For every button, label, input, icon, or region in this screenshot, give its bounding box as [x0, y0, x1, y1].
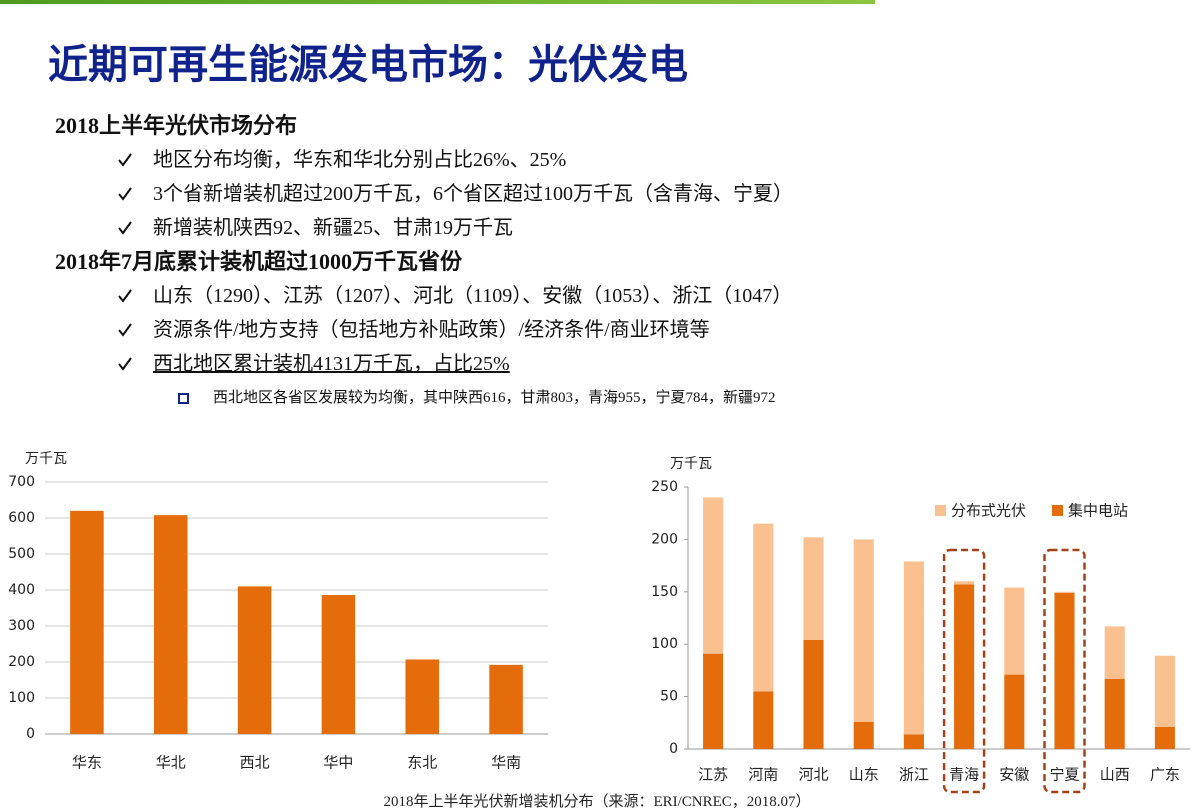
text: 3个省新增装机超过200万千瓦，6个省区超过100万千瓦（含青海、宁夏）: [153, 183, 793, 205]
legend-label: 集中电站: [1068, 502, 1128, 520]
sub-bullet: 西北地区各省区发展较为均衡，其中陕西616，甘肃803，青海955，宁夏784，…: [0, 381, 1194, 415]
text: 地区分布均衡，华东和华北分别占比26%、25%: [153, 149, 567, 171]
check-icon: [118, 221, 132, 235]
bar-segment: [903, 561, 924, 735]
y-axis-label: 万千瓦: [670, 456, 712, 472]
bar-segment: [1104, 626, 1125, 679]
legend-swatch: [935, 505, 946, 516]
y-tick-label: 250: [651, 479, 678, 495]
x-tick-label: 东北: [407, 754, 437, 772]
caption: 2018年上半年光伏新增装机分布（来源：ERI/CNREC，2018.07）: [383, 794, 811, 810]
y-tick-label: 0: [669, 741, 678, 757]
y-tick-label: 50: [660, 689, 678, 705]
bar-segment: [753, 691, 774, 749]
x-tick-label: 河南: [748, 766, 778, 784]
y-tick-label: 0: [26, 726, 35, 742]
y-tick-label: 300: [8, 618, 35, 634]
bar-segment: [1154, 655, 1175, 727]
bar-segment: [1004, 587, 1025, 675]
bar-segment: [703, 497, 724, 654]
top-bar: [0, 0, 875, 4]
x-tick-label: 青海: [949, 766, 979, 784]
bullet: 资源条件/地方支持（包括地方补贴政策）/经济条件/商业环境等: [0, 313, 1194, 347]
bar-segment: [1054, 591, 1075, 593]
section-heading: 2018年7月底累计装机超过1000万千瓦省份: [0, 245, 1194, 279]
bar: [237, 586, 272, 734]
check-icon: [118, 153, 132, 167]
check-icon: [118, 289, 132, 303]
bullet: 新增装机陕西92、新疆25、甘肃19万千瓦: [0, 211, 1194, 245]
bar: [321, 595, 356, 734]
y-tick-label: 100: [8, 690, 35, 706]
bar-segment: [1054, 592, 1075, 749]
x-tick-label: 河北: [798, 766, 828, 784]
bar-segment: [703, 653, 724, 749]
bar-segment: [753, 523, 774, 692]
slide-title: 近期可再生能源发电市场：光伏发电: [48, 42, 688, 88]
y-tick-label: 600: [8, 510, 35, 526]
x-tick-label: 宁夏: [1049, 766, 1079, 784]
x-tick-label: 安徽: [999, 766, 1029, 784]
bar: [70, 510, 104, 734]
text: 2018上半年光伏市场分布: [55, 113, 298, 138]
bullet: 西北地区累计装机4131万千瓦，占比25%: [0, 347, 1194, 381]
text: 资源条件/地方支持（包括地方补贴政策）/经济条件/商业环境等: [153, 319, 710, 341]
x-tick-label: 华东: [72, 754, 102, 772]
bar-segment: [853, 721, 874, 749]
y-axis-label: 万千瓦: [25, 451, 67, 467]
bar-segment: [803, 640, 824, 749]
y-tick-label: 500: [8, 546, 35, 562]
x-tick-label: 华南: [491, 754, 521, 772]
bar: [405, 659, 440, 734]
legend-label: 分布式光伏: [951, 502, 1026, 520]
y-tick-label: 200: [8, 654, 35, 670]
x-tick-label: 江苏: [698, 766, 728, 784]
bar-segment: [954, 581, 975, 585]
bar-segment: [1154, 726, 1175, 749]
check-icon: [118, 187, 132, 201]
y-tick-label: 700: [8, 474, 35, 490]
check-icon: [118, 323, 132, 337]
bar-segment: [903, 734, 924, 749]
legend-swatch: [1052, 505, 1063, 516]
bullet-list: 2018上半年光伏市场分布地区分布均衡，华东和华北分别占比26%、25% 3个省新…: [0, 109, 1194, 415]
bar-segment: [1104, 678, 1125, 749]
y-tick-label: 200: [651, 531, 678, 547]
x-tick-label: 华北: [156, 754, 186, 772]
x-tick-label: 西北: [240, 754, 270, 772]
bullet: 3个省新增装机超过200万千瓦，6个省区超过100万千瓦（含青海、宁夏）: [0, 177, 1194, 211]
highlight-box: [1043, 548, 1086, 794]
bullet: 地区分布均衡，华东和华北分别占比26%、25%: [0, 143, 1194, 177]
check-icon: [118, 357, 132, 371]
bullet: 山东（1290）、江苏（1207）、河北（1109）、安徽（1053）、浙江（1…: [0, 279, 1194, 313]
x-tick-label: 山东: [849, 766, 879, 784]
section-heading: 2018上半年光伏市场分布: [0, 109, 1194, 143]
bar: [489, 664, 523, 734]
bar-segment: [853, 539, 874, 722]
bar-segment: [1004, 674, 1025, 749]
text: 西北地区各省区发展较为均衡，其中陕西616，甘肃803，青海955，宁夏784，…: [213, 390, 776, 406]
y-tick-label: 150: [651, 584, 678, 600]
highlight-box: [942, 548, 986, 794]
bar-segment: [803, 537, 824, 641]
y-tick-label: 100: [651, 636, 678, 652]
bar: [153, 515, 188, 734]
square-icon: [178, 393, 189, 404]
text: 新增装机陕西92、新疆25、甘肃19万千瓦: [153, 217, 513, 239]
y-tick-label: 400: [8, 582, 35, 598]
x-tick-label: 华中: [323, 754, 353, 772]
text: 2018年7月底累计装机超过1000万千瓦省份: [55, 249, 463, 274]
x-tick-label: 山西: [1100, 766, 1130, 784]
bar-segment: [954, 584, 975, 749]
x-tick-label: 浙江: [899, 766, 929, 784]
text: 西北地区累计装机4131万千瓦，占比25%: [153, 353, 510, 375]
x-tick-label: 广东: [1150, 766, 1180, 784]
text: 山东（1290）、江苏（1207）、河北（1109）、安徽（1053）、浙江（1…: [153, 285, 793, 307]
